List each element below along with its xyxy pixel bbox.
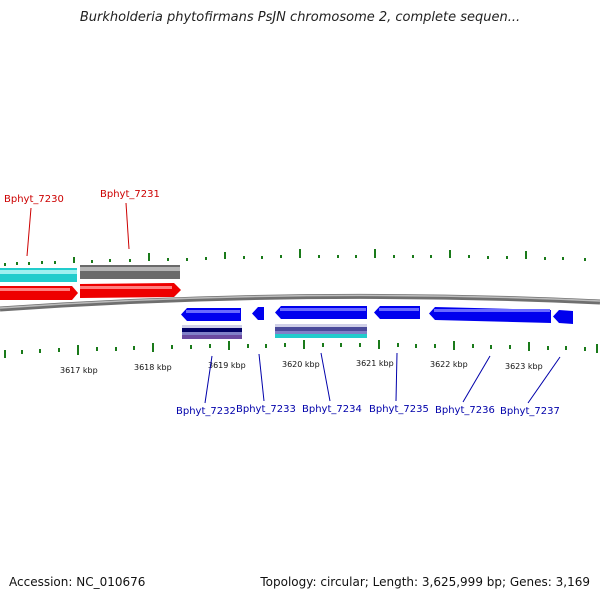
gene-bar-bphyt-7230-outer-shine <box>0 270 77 274</box>
gene-label-bphyt-7234[interactable]: Bphyt_7234 <box>302 404 362 415</box>
gene-arrow-bphyt-7232-shine <box>186 310 240 313</box>
reverse-label-leaders <box>204 352 561 404</box>
gene-arrow-bphyt-7232[interactable] <box>181 308 241 321</box>
kbp-label-3622: 3622 kbp <box>430 360 468 369</box>
outer-tick-ring <box>4 249 586 266</box>
map-title: Burkholderia phytofirmans PsJN chromosom… <box>79 10 521 25</box>
kbp-label-3623: 3623 kbp <box>505 362 543 371</box>
kbp-label-3618: 3618 kbp <box>134 363 172 372</box>
kbp-labels: 3617 kbp 3618 kbp 3619 kbp 3620 kbp 3621… <box>60 359 543 375</box>
gene-arrow-bphyt-7234[interactable] <box>275 306 367 319</box>
feature-bar-bphyt-7234[interactable] <box>275 324 367 338</box>
forward-label-leaders <box>26 202 130 257</box>
gene-bar-bphyt-7231-outer-shine <box>80 267 180 271</box>
genome-backbone-highlight <box>0 294 600 309</box>
gene-arrow-bphyt-7231-shine <box>80 286 172 289</box>
gene-label-bphyt-7230[interactable]: Bphyt_7230 <box>4 194 64 205</box>
topology-text: Topology: circular; Length: 3,625,999 bp… <box>260 575 590 589</box>
gene-arrow-bphyt-7231[interactable] <box>80 283 181 298</box>
kbp-label-3617: 3617 kbp <box>60 366 98 375</box>
gene-arrow-bphyt-7233[interactable] <box>252 307 264 320</box>
gene-label-bphyt-7232[interactable]: Bphyt_7232 <box>176 406 236 417</box>
reverse-strand-track <box>181 306 573 339</box>
gene-arrow-bphyt-7230-shine <box>0 288 70 291</box>
gene-label-bphyt-7237[interactable]: Bphyt_7237 <box>500 406 560 417</box>
kbp-label-3620: 3620 kbp <box>282 360 320 369</box>
gene-label-bphyt-7236[interactable]: Bphyt_7236 <box>435 405 495 416</box>
kbp-label-3621: 3621 kbp <box>356 359 394 368</box>
inner-tick-ring <box>4 340 598 358</box>
kbp-label-3619: 3619 kbp <box>208 361 246 370</box>
gene-label-bphyt-7231[interactable]: Bphyt_7231 <box>100 189 160 200</box>
gene-arrow-bphyt-7235-shine <box>379 308 419 311</box>
gene-arrow-bphyt-7234-shine <box>280 308 366 311</box>
gene-arrow-bphyt-7235[interactable] <box>374 306 420 319</box>
accession-text: Accession: NC_010676 <box>9 575 146 589</box>
gene-arrow-bphyt-7236-shine <box>434 309 550 312</box>
gene-label-bphyt-7235[interactable]: Bphyt_7235 <box>369 404 429 415</box>
forward-gene-labels: Bphyt_7230 Bphyt_7231 <box>4 189 160 205</box>
reverse-gene-labels: Bphyt_7232 Bphyt_7233 Bphyt_7234 Bphyt_7… <box>176 404 560 417</box>
forward-strand-track <box>0 265 181 300</box>
feature-bar-bphyt-7232[interactable] <box>182 325 242 339</box>
gene-label-bphyt-7233[interactable]: Bphyt_7233 <box>236 404 296 415</box>
genome-backbone <box>0 293 600 312</box>
gene-arrow-bphyt-7237[interactable] <box>553 310 573 324</box>
